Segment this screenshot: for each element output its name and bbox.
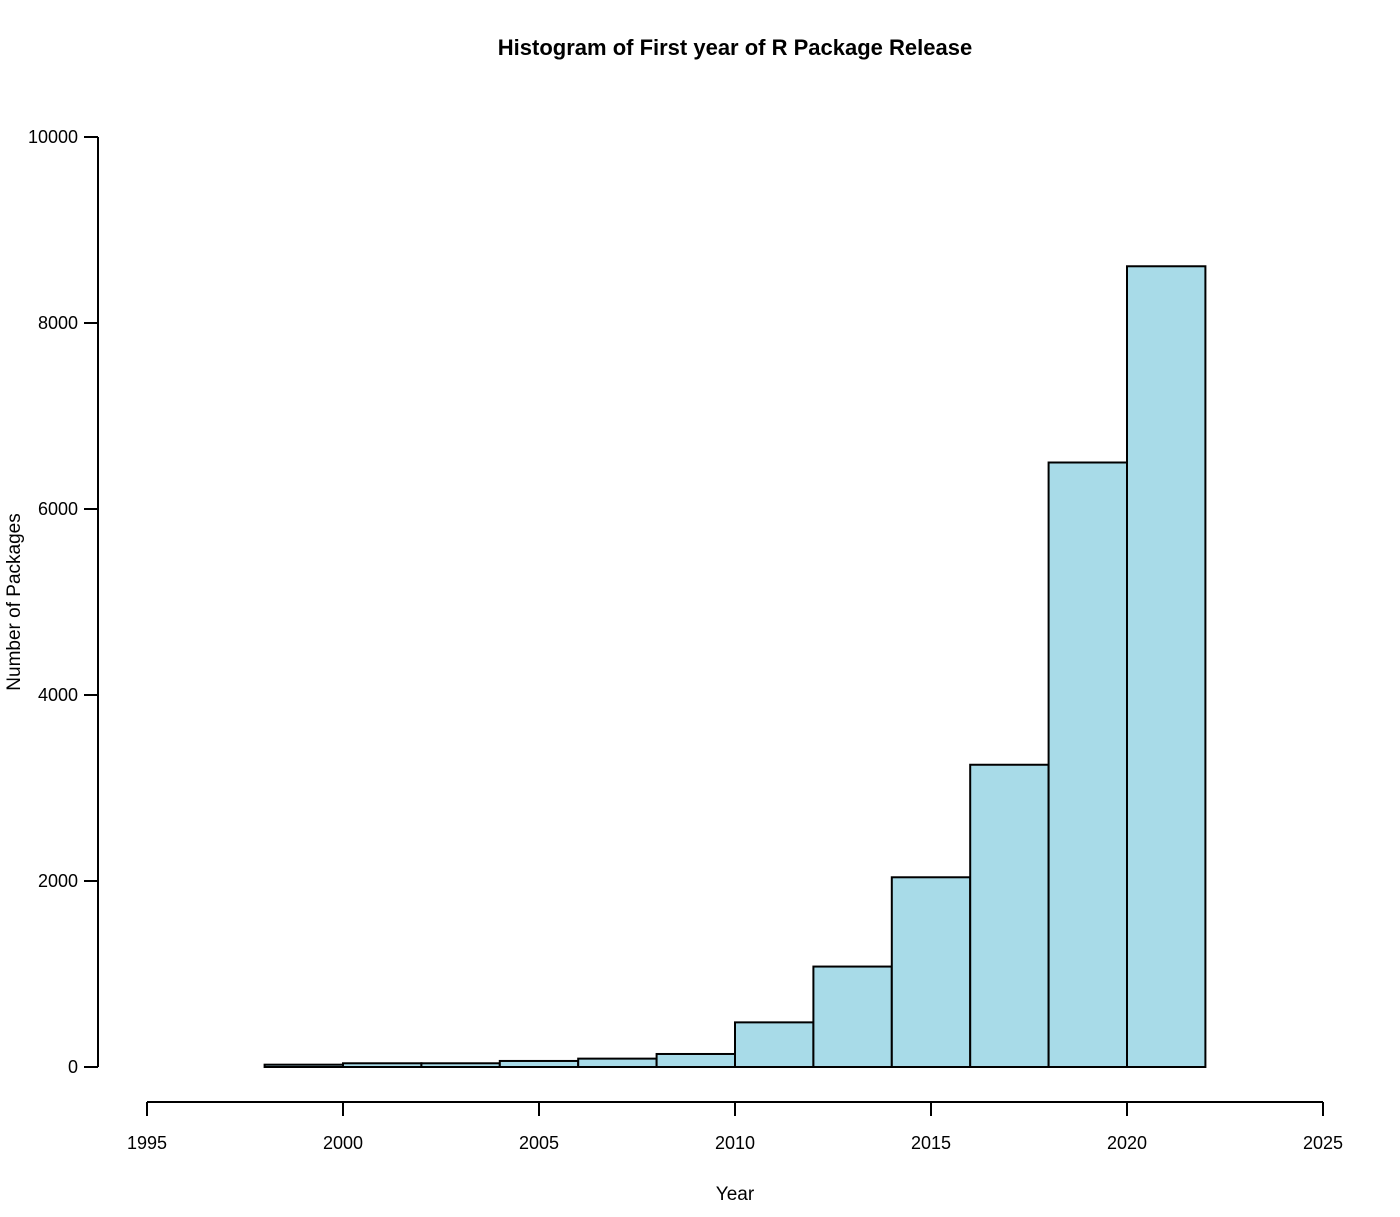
x-axis: 1995 2000 2005 2010 2015 2020 2025 [127,1101,1343,1153]
x-tick-label: 2010 [715,1133,755,1153]
histogram-bar [1126,265,1207,1068]
histogram-bar [420,1062,501,1069]
x-axis-label: Year [716,1184,755,1205]
bars-group [263,265,1207,1069]
histogram-bar [812,965,893,1068]
y-axis: 0 2000 4000 6000 8000 10000 [28,127,99,1077]
y-tick-label: 4000 [38,685,78,705]
y-tick-label: 10000 [28,127,78,147]
x-tick-label: 2025 [1303,1133,1343,1153]
y-tick-label: 2000 [38,871,78,891]
histogram-bar [969,763,1050,1068]
y-tick-label: 0 [68,1057,78,1077]
histogram-bar [263,1063,345,1069]
histogram-bar [498,1059,580,1068]
y-axis-label: Number of Packages [4,513,25,690]
histogram-bar [655,1052,736,1068]
x-tick-label: 1995 [127,1133,167,1153]
chart-title: Histogram of First year of R Package Rel… [498,35,972,60]
y-tick-label: 8000 [38,313,78,333]
histogram-bar [890,876,972,1069]
histogram-bar [1047,461,1128,1068]
histogram-bar [577,1057,658,1069]
x-tick-label: 2005 [519,1133,559,1153]
x-tick-label: 2000 [323,1133,363,1153]
x-tick-label: 2020 [1107,1133,1147,1153]
histogram-bar [342,1062,423,1069]
y-tick-label: 6000 [38,499,78,519]
x-tick-label: 2015 [911,1133,951,1153]
histogram-bar [734,1021,815,1068]
